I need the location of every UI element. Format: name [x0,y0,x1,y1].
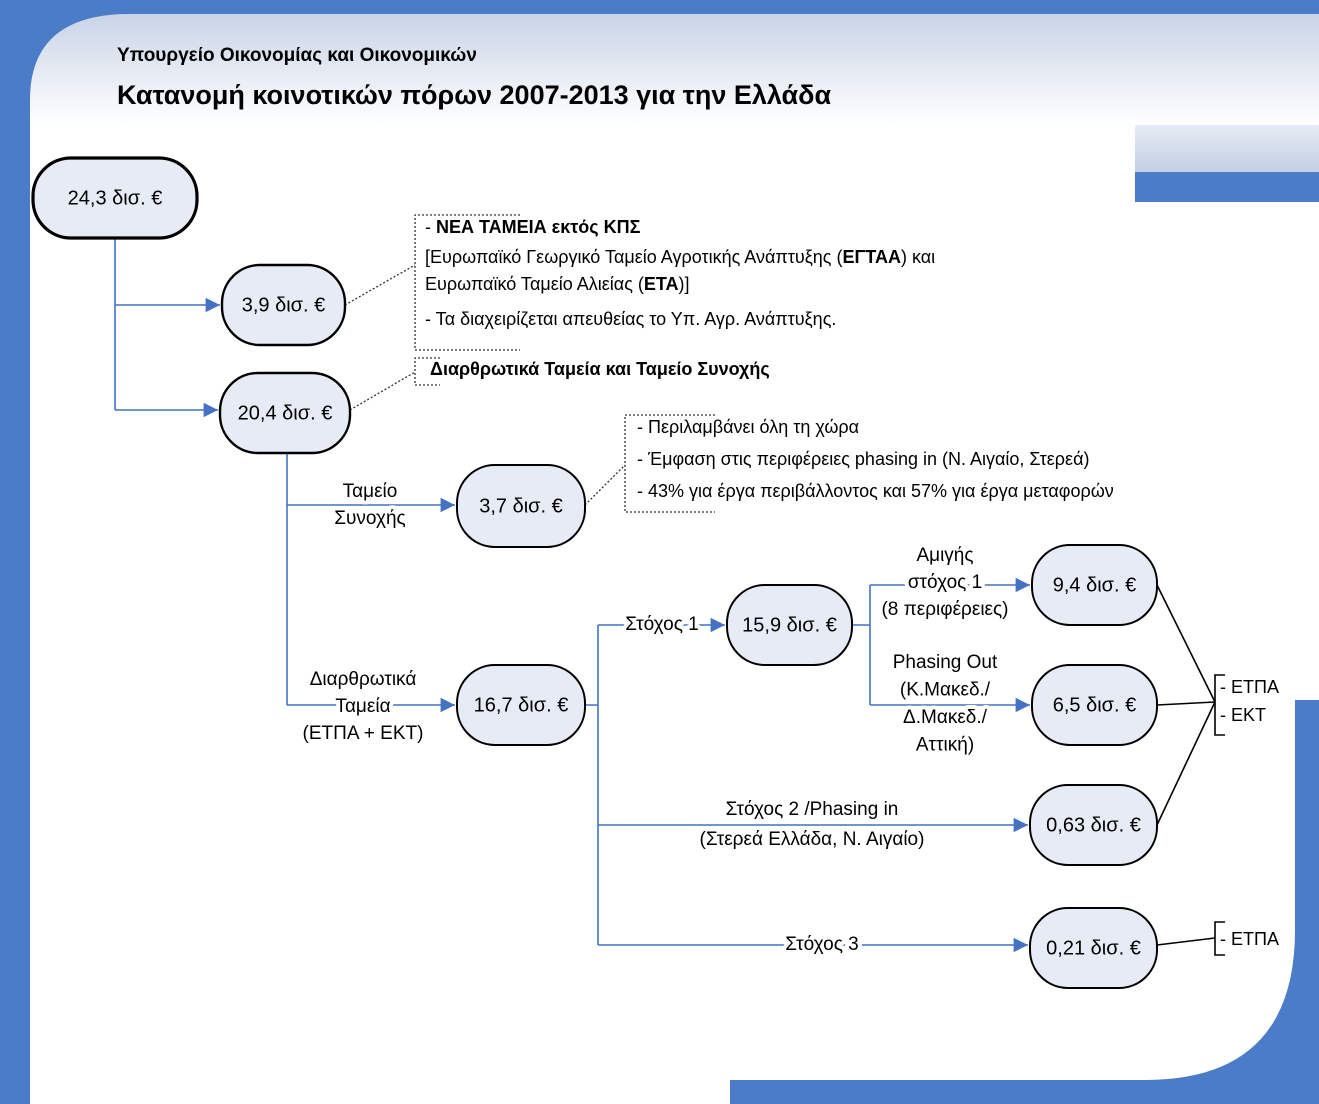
node-box [218,371,352,455]
node-label: 3,7 δισ. € [479,495,563,517]
connectors [114,214,1225,956]
node-label: 16,7 δισ. € [474,694,569,716]
edge-label: Αμιγής [916,545,973,566]
edge-label: Ταμεία [335,696,390,717]
note-line: [Ευρωπαϊκό Γεωργικό Ταμείο Αγροτικής Ανά… [425,247,935,267]
node-box [31,156,199,240]
edge-label: Phasing Out [893,652,998,673]
node-box [1029,907,1158,989]
note-text: ΕΓΤΑΑ [842,247,900,267]
note-text: - Έμφαση στις περιφέρειες phasing in (Ν.… [637,449,1089,469]
edge-label: (8 περιφέρειες) [881,599,1008,620]
note-text: Διαρθρωτικά Ταμεία και Ταμείο Συνοχής [430,359,770,379]
note-line: - Τα διαχειρίζεται απευθείας το Υπ. Αγρ.… [425,309,836,329]
diagram-content: 24,3 δισ. € 3,9 δισ. € 20,4 δισ. € 3,7 δισ.… [31,156,1279,989]
note-line: - Περιλαμβάνει όλη τη χώρα [637,417,859,437]
node-box [1029,784,1158,866]
node-box [456,664,586,746]
node-label: 9,4 δισ. € [1053,574,1137,596]
fund-label: - ΕΚΤ [1220,705,1266,725]
note-text: Ευρωπαϊκό Ταμείο Αλιείας ( [425,274,644,294]
node-label: 15,9 δισ. € [742,614,837,636]
edge-label: Στόχος 3 [785,934,858,955]
note-line: Διαρθρωτικά Ταμεία και Ταμείο Συνοχής [430,359,770,379]
node-box [220,263,347,347]
edge-label: (Κ.Μακεδ./ [900,680,991,701]
edge-label: (Στερεά Ελλάδα, Ν. Αιγαίο) [700,829,925,850]
note-line: - Έμφαση στις περιφέρειες phasing in (Ν.… [637,449,1089,469]
note-text: ) και [901,247,935,267]
node-label: 0,63 δισ. € [1046,814,1141,836]
note-text: - [425,217,436,237]
node-label: 6,5 δισ. € [1053,694,1137,716]
note-text: ΝΕΑ ΤΑΜΕΙΑ εκτός ΚΠΣ [436,217,641,237]
note-line: - ΝΕΑ ΤΑΜΕΙΑ εκτός ΚΠΣ [425,217,641,237]
edge-label: (ΕΤΠΑ + ΕΚΤ) [303,723,424,744]
note-text: - Τα διαχειρίζεται απευθείας το Υπ. Αγρ.… [425,309,836,329]
note-line: Ευρωπαϊκό Ταμείο Αλιείας (ΕΤΑ)] [425,274,690,294]
edge-label: Στόχος 1 [625,614,698,635]
note-text: )] [679,274,690,294]
node-label: 3,9 δισ. € [242,294,326,316]
fund-label: - ΕΤΠΑ [1220,677,1279,697]
note-text: ΕΤΑ [644,274,679,294]
edge-label: Συνοχής [334,508,405,529]
edge-label: στόχος 1 [908,572,982,593]
node-box [1031,544,1158,626]
edge-label: Αττική) [916,735,974,756]
node-box [456,464,586,548]
note-text: [Ευρωπαϊκό Γεωργικό Ταμείο Αγροτικής Ανά… [425,247,842,267]
note-text: - 43% για έργα περιβάλλοντος και 57% για… [637,481,1114,501]
node-label: 20,4 δισ. € [238,402,333,424]
node-box [1031,664,1158,746]
edge-label: Ταμείο [343,481,398,502]
node-box [726,584,853,666]
edge-label: Στόχος 2 /Phasing in [726,799,899,820]
node-label: 24,3 δισ. € [68,187,163,209]
note-text: - Περιλαμβάνει όλη τη χώρα [637,417,859,437]
header-subtitle: Υπουργείο Οικονομίας και Οικονομικών [117,45,477,66]
node-label: 0,21 δισ. € [1046,937,1141,959]
edge-label: Δ.Μακεδ./ [903,707,988,728]
fund-label: - ΕΤΠΑ [1220,929,1279,949]
note-line: - 43% για έργα περιβάλλοντος και 57% για… [637,481,1114,501]
header-title: Κατανομή κοινοτικών πόρων 2007-2013 για … [117,80,832,110]
edge-label: Διαρθρωτικά [310,669,417,690]
